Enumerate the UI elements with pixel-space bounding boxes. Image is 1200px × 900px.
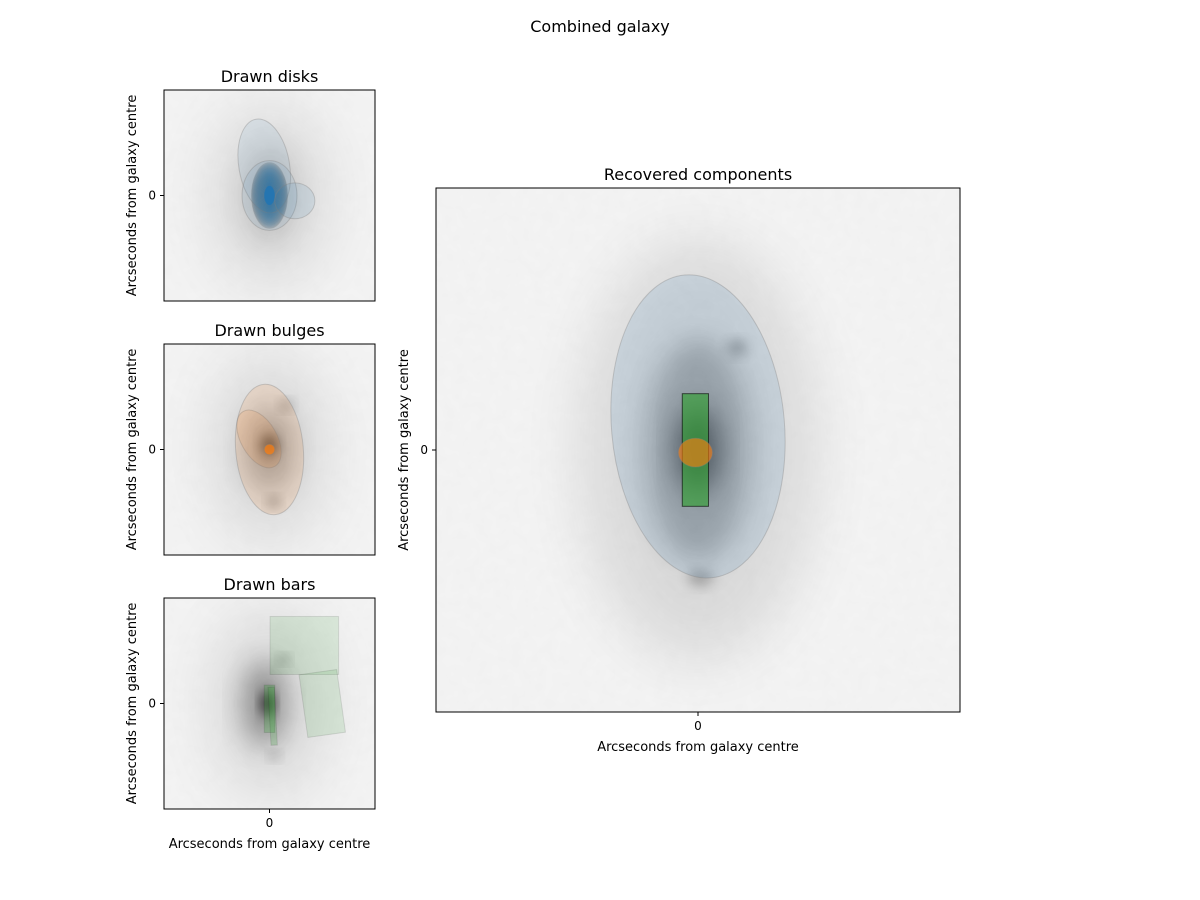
galaxy-light (687, 570, 714, 587)
x-tick-label: 0 (694, 719, 702, 733)
component-ellipse (263, 443, 276, 456)
y-tick-label: 0 (148, 443, 156, 457)
component-ellipse (262, 182, 277, 209)
component-bar (269, 615, 340, 675)
component-ellipse (260, 179, 279, 212)
plot-area (164, 344, 375, 555)
component-ellipse (241, 160, 298, 231)
component-ellipse (237, 118, 291, 214)
panel-title: Drawn bulges (214, 321, 324, 340)
component-ellipse (677, 437, 713, 468)
component-ellipse (253, 166, 286, 225)
component-ellipse (252, 165, 287, 226)
component-ellipse (274, 182, 316, 220)
component-ellipse (260, 178, 279, 213)
galaxy-light (267, 496, 281, 508)
component-ellipse (259, 177, 280, 214)
recovered-components-panel: Recovered components 0 0 Arcseconds from ga… (397, 165, 961, 755)
component-ellipse (261, 180, 278, 211)
component-ellipse (251, 163, 288, 228)
galaxy-light (280, 399, 293, 411)
y-tick-label: 0 (420, 443, 428, 457)
component-ellipse (256, 173, 283, 218)
y-axis-label: Arcseconds from galaxy centre (125, 349, 140, 551)
panel-title: Drawn bars (224, 575, 316, 594)
panel-title: Recovered components (604, 165, 792, 184)
component-bar (267, 686, 278, 746)
component-ellipse (261, 181, 278, 210)
component-ellipse (253, 167, 286, 224)
y-axis-label: Arcseconds from galaxy centre (125, 603, 140, 805)
plot-area (164, 90, 375, 301)
y-axis-label: Arcseconds from galaxy centre (125, 95, 140, 297)
y-axis-label: Arcseconds from galaxy centre (397, 349, 412, 551)
component-ellipse (256, 172, 283, 219)
x-axis-label: Arcseconds from galaxy centre (169, 837, 371, 852)
plot-area (164, 598, 375, 809)
component-ellipse (257, 174, 282, 217)
galaxy-light (726, 339, 748, 356)
galaxy-light (269, 752, 281, 761)
component-ellipse (258, 176, 281, 215)
component-ellipse (252, 164, 287, 227)
x-axis-label: Arcseconds from galaxy centre (597, 740, 799, 755)
component-ellipse (262, 183, 277, 208)
component-ellipse (255, 170, 284, 221)
bars-panel: Drawn bars 0 0 Arcseconds from galaxy centr… (125, 575, 376, 852)
component-ellipse (254, 168, 285, 223)
bulges-panel: Drawn bulges 0 Arcseconds from galaxy cent… (125, 321, 376, 556)
y-tick-label: 0 (148, 697, 156, 711)
disks-panel: Drawn disks 0 Arcseconds from galaxy centr… (125, 67, 376, 302)
y-tick-label: 0 (148, 189, 156, 203)
component-ellipse (259, 177, 280, 214)
galaxy-light (261, 690, 274, 717)
component-ellipse (255, 171, 284, 220)
plot-area (436, 188, 960, 712)
component-ellipse (263, 184, 276, 207)
component-ellipse (251, 162, 288, 229)
component-ellipse (254, 169, 285, 222)
panel-title: Drawn disks (221, 67, 319, 86)
figure-title: Combined galaxy (530, 17, 670, 36)
galaxy-light (278, 654, 290, 664)
x-tick-label: 0 (266, 816, 274, 830)
component-bar (263, 684, 276, 734)
component-ellipse (258, 175, 281, 216)
galaxy-light (243, 148, 296, 243)
component-bar (298, 668, 347, 739)
